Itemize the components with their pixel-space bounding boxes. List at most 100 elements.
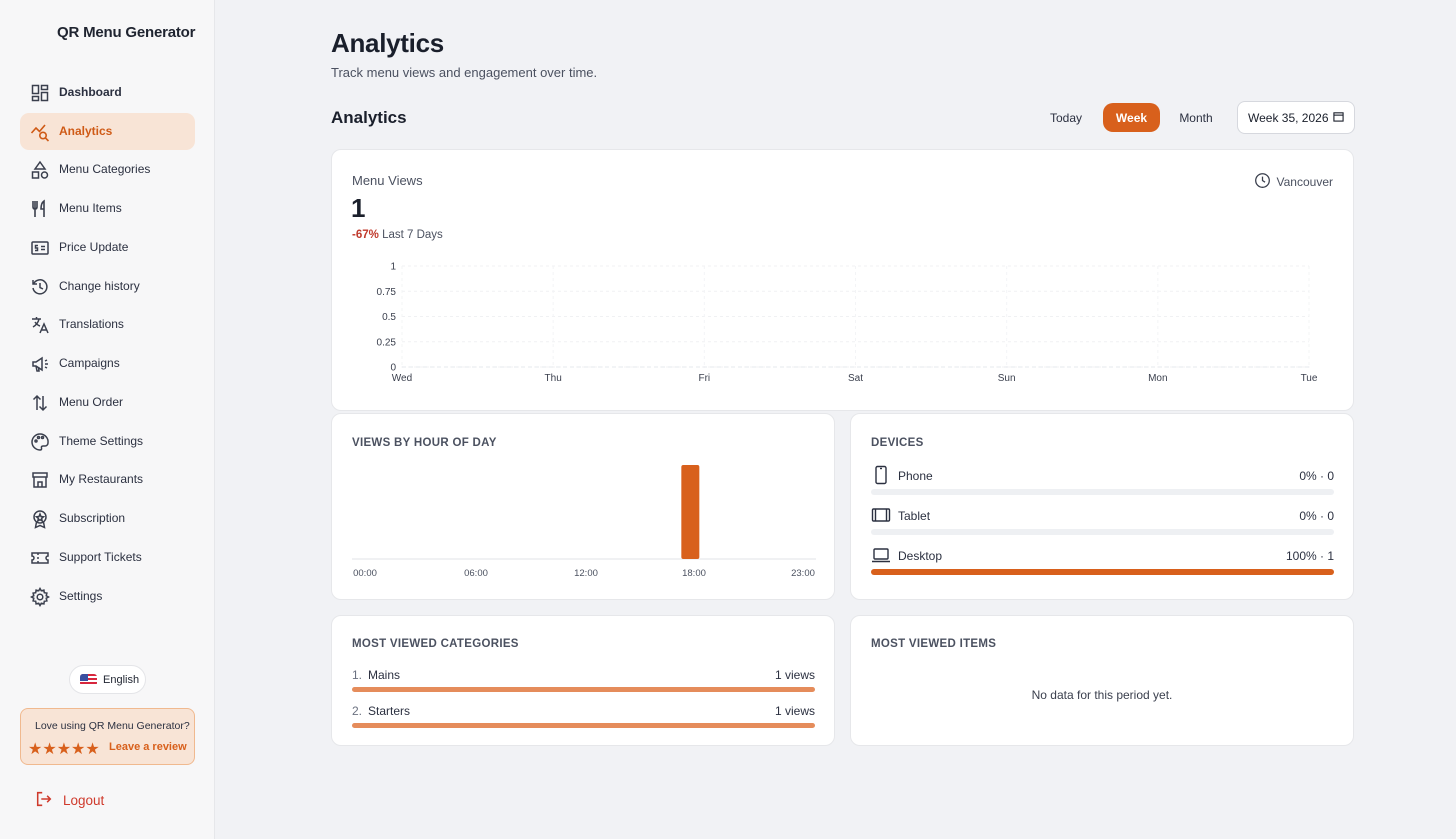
page-title: Analytics	[331, 28, 444, 58]
sidebar-item-label: My Restaurants	[59, 472, 144, 486]
star-rating-icon: ★★★★★	[28, 741, 100, 758]
sidebar-item-campaigns[interactable]: Campaigns	[20, 345, 195, 382]
y-tick-label: 0.75	[377, 287, 397, 298]
most-viewed-items-card: MOST VIEWED ITEMS No data for this perio…	[850, 615, 1354, 746]
menu-views-label: Menu Views	[352, 173, 423, 188]
category-rank: 1.	[352, 668, 363, 682]
category-label: Starters	[368, 704, 411, 718]
store-icon	[30, 470, 50, 490]
sidebar-item-label: Price Update	[59, 240, 129, 254]
x-tick-label: 23:00	[791, 568, 815, 579]
views-by-hour-title: VIEWS BY HOUR OF DAY	[352, 437, 497, 449]
sort-arrows-icon	[30, 393, 50, 413]
device-value: 0% · 0	[1299, 469, 1334, 483]
sidebar: QR Menu Generator Dashboard Analytics Me…	[0, 0, 215, 839]
sidebar-item-label: Menu Order	[59, 395, 124, 409]
range-month-button[interactable]: Month	[1179, 110, 1213, 125]
x-tick-label: Wed	[392, 373, 412, 384]
category-name: 2. Starters	[352, 704, 410, 718]
megaphone-icon	[30, 354, 50, 374]
x-tick-label: Thu	[545, 373, 562, 384]
sidebar-item-menu-categories[interactable]: Menu Categories	[20, 151, 195, 188]
range-today-button[interactable]: Today	[1049, 110, 1083, 125]
data-point	[1006, 366, 1008, 368]
items-empty-state: No data for this period yet.	[1031, 688, 1173, 702]
x-tick-label: Sun	[998, 373, 1016, 384]
data-point	[1157, 366, 1159, 368]
tablet-icon	[871, 505, 891, 525]
clock-icon	[1254, 172, 1271, 192]
sidebar-item-change-history[interactable]: Change history	[20, 268, 195, 305]
phone-icon	[871, 465, 891, 485]
sidebar-item-settings[interactable]: Settings	[20, 578, 195, 615]
sidebar-item-label: Menu Categories	[59, 162, 151, 176]
data-point	[552, 366, 554, 368]
sidebar-item-price-update[interactable]: Price Update	[20, 229, 195, 266]
data-point	[1308, 366, 1310, 368]
sidebar-item-subscription[interactable]: Subscription	[20, 500, 195, 537]
x-tick-label: Tue	[1301, 373, 1318, 384]
brand-title: QR Menu Generator	[57, 24, 196, 41]
menu-views-card: Menu Views 1 -67% Last 7 Days Vancouver …	[331, 149, 1354, 411]
sidebar-item-translations[interactable]: Translations	[20, 306, 195, 343]
badge-icon	[30, 509, 50, 529]
sidebar-item-label: Translations	[59, 317, 124, 331]
history-icon	[30, 277, 50, 297]
language-selector[interactable]: English	[69, 665, 146, 694]
us-flag-icon	[80, 673, 97, 686]
timezone-indicator: Vancouver	[1254, 172, 1333, 192]
devices-title: DEVICES	[871, 437, 924, 449]
change-period: Last 7 Days	[382, 229, 443, 241]
sidebar-item-my-restaurants[interactable]: My Restaurants	[20, 461, 195, 498]
language-label: English	[103, 673, 140, 686]
menu-views-value: 1	[351, 193, 366, 223]
device-bar-track	[871, 529, 1334, 535]
change-percent: -67%	[352, 229, 379, 241]
sidebar-item-support-tickets[interactable]: Support Tickets	[20, 539, 195, 576]
sidebar-item-label: Support Tickets	[59, 550, 142, 564]
dashboard-icon	[30, 83, 50, 103]
week-picker-input[interactable]: Week 35, 2026	[1237, 101, 1355, 134]
items-title: MOST VIEWED ITEMS	[871, 638, 997, 650]
menu-views-line-chart: 0 0.25 0.5 0.75 1 Wed Thu Fri Sat Sun Mon Tue	[377, 262, 1318, 385]
menu-views-change: -67% Last 7 Days	[352, 229, 443, 241]
y-tick-label: 0	[390, 363, 396, 374]
x-tick-label: Fri	[698, 373, 710, 384]
sidebar-item-menu-items[interactable]: Menu Items	[20, 190, 195, 227]
views-by-hour-bar-chart: 00:00 06:00 12:00 18:00 23:00	[352, 465, 816, 579]
x-tick-label: 18:00	[682, 568, 706, 579]
sidebar-item-dashboard[interactable]: Dashboard	[20, 74, 195, 111]
review-banner: Love using QR Menu Generator? ★★★★★ Leav…	[20, 708, 195, 765]
sidebar-item-analytics[interactable]: Analytics	[20, 113, 195, 150]
device-bar-track	[871, 569, 1334, 575]
review-prompt: Love using QR Menu Generator?	[35, 720, 190, 732]
category-bar	[352, 687, 815, 692]
sidebar-item-label: Subscription	[59, 511, 126, 525]
translate-icon	[30, 315, 50, 335]
logout-icon	[35, 790, 53, 811]
data-point	[401, 366, 403, 368]
hour-bar	[681, 465, 700, 559]
leave-review-link[interactable]: Leave a review	[109, 741, 187, 753]
device-name: Tablet	[898, 509, 931, 523]
sidebar-item-label: Theme Settings	[59, 434, 144, 448]
category-views: 1 views	[774, 668, 815, 682]
categories-icon	[30, 160, 50, 180]
device-bar-track	[871, 489, 1334, 495]
y-tick-label: 0.5	[382, 312, 396, 323]
data-point	[703, 366, 705, 368]
range-week-button[interactable]: Week	[1103, 103, 1160, 132]
utensils-icon	[30, 199, 50, 219]
sidebar-item-label: Menu Items	[59, 201, 122, 215]
sidebar-item-label: Dashboard	[59, 85, 122, 99]
logout-button[interactable]: Logout	[35, 790, 104, 811]
sidebar-item-menu-order[interactable]: Menu Order	[20, 384, 195, 421]
sidebar-item-label: Change history	[59, 279, 140, 293]
category-bar	[352, 723, 815, 728]
y-tick-label: 1	[390, 262, 396, 273]
devices-card: DEVICES Phone 0% · 0 Tablet 0% · 0 Deskt…	[850, 413, 1354, 600]
sidebar-item-theme-settings[interactable]: Theme Settings	[20, 423, 195, 460]
x-tick-label: Sat	[848, 373, 863, 384]
x-tick-label: 06:00	[464, 568, 488, 579]
sidebar-item-label: Campaigns	[59, 356, 120, 370]
